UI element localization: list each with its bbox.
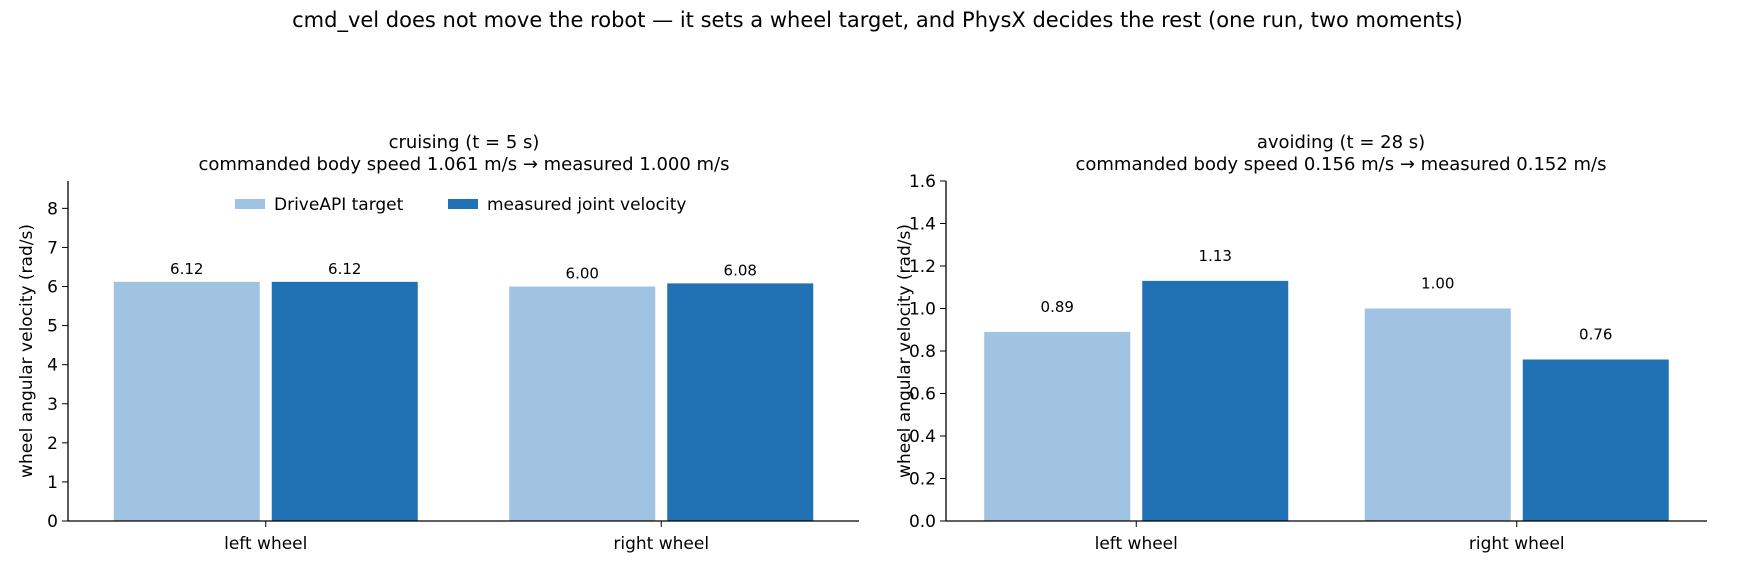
legend-label-2: measured joint velocity: [487, 195, 686, 215]
y-tick-label: 1.4: [909, 215, 936, 235]
bar-value-label: 6.08: [724, 261, 757, 279]
legend-swatch-1: [235, 199, 265, 209]
x-tick-label: right wheel: [613, 534, 709, 554]
legend-swatch-2: [448, 199, 478, 209]
y-tick-label: 0: [47, 512, 58, 532]
bar-value-label: 0.76: [1579, 326, 1612, 344]
chart-panel-1: cruising (t = 5 s)commanded body speed 1…: [17, 132, 859, 554]
chart-subtitle: commanded body speed 1.061 m/s → measure…: [198, 154, 729, 175]
bar-measured-joint-velocity-left-wheel: [271, 281, 418, 521]
bar-measured-joint-velocity-right-wheel: [1522, 359, 1669, 521]
x-tick-label: left wheel: [1095, 534, 1178, 554]
y-tick-label: 4: [47, 356, 58, 376]
y-tick-label: 0.0: [909, 512, 936, 532]
bar-measured-joint-velocity-left-wheel: [1142, 280, 1289, 521]
legend: DriveAPI target measured joint velocity: [235, 195, 686, 215]
y-axis-label: wheel angular velocity (rad/s): [17, 224, 37, 478]
bar-value-label: 6.12: [328, 260, 361, 278]
bar-driveapi-target-right-wheel: [509, 286, 656, 521]
y-axis-label: wheel angular velocity (rad/s): [895, 224, 915, 478]
chart-title: avoiding (t = 28 s): [1257, 132, 1425, 153]
figure-suptitle: cmd_vel does not move the robot — it set…: [292, 8, 1463, 32]
bar-value-label: 6.00: [566, 265, 599, 283]
chart-panel-2: avoiding (t = 28 s)commanded body speed …: [895, 132, 1707, 554]
bar-value-label: 6.12: [170, 260, 203, 278]
y-tick-label: 3: [47, 395, 58, 415]
bar-driveapi-target-right-wheel: [1364, 308, 1511, 521]
legend-label-1: DriveAPI target: [274, 195, 404, 215]
x-tick-label: left wheel: [224, 534, 307, 554]
bar-value-label: 1.00: [1421, 275, 1454, 293]
y-tick-label: 8: [47, 199, 58, 219]
y-tick-label: 0.2: [909, 470, 936, 490]
bar-driveapi-target-left-wheel: [984, 331, 1131, 521]
y-tick-label: 1: [47, 473, 58, 493]
y-tick-label: 0.4: [909, 427, 936, 447]
bar-value-label: 1.13: [1199, 247, 1232, 265]
x-tick-label: right wheel: [1469, 534, 1565, 554]
y-tick-label: 6: [47, 278, 58, 298]
y-tick-label: 1.6: [909, 172, 936, 192]
bar-measured-joint-velocity-right-wheel: [667, 283, 814, 521]
chart-subtitle: commanded body speed 0.156 m/s → measure…: [1075, 154, 1606, 175]
bar-driveapi-target-left-wheel: [113, 281, 260, 521]
y-tick-label: 1.0: [909, 300, 936, 320]
y-tick-label: 1.2: [909, 257, 936, 277]
y-tick-label: 0.8: [909, 342, 936, 362]
bar-value-label: 0.89: [1041, 298, 1074, 316]
y-tick-label: 0.6: [909, 385, 936, 405]
y-tick-label: 2: [47, 434, 58, 454]
y-tick-label: 5: [47, 317, 58, 337]
y-tick-label: 7: [47, 238, 58, 258]
chart-title: cruising (t = 5 s): [389, 132, 540, 153]
